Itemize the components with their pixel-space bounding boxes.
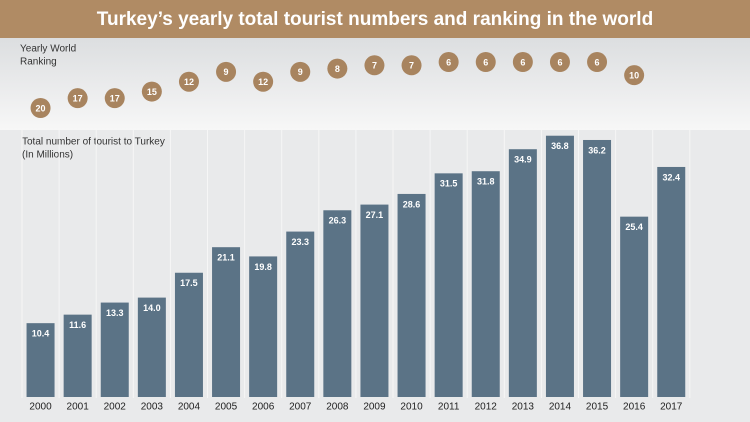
ranking-marker — [30, 98, 51, 118]
value-label: 36.2 — [588, 145, 606, 155]
x-tick-label: 2007 — [289, 402, 312, 413]
x-tick-label: 2002 — [104, 402, 127, 413]
title-bar — [0, 0, 750, 38]
ranking-label: 9 — [298, 67, 303, 77]
x-tick-label: 2005 — [215, 402, 238, 413]
value-label: 31.8 — [477, 177, 495, 187]
ranking-marker — [104, 88, 125, 109]
ranking-marker — [624, 65, 645, 86]
bar — [583, 139, 612, 398]
bar — [620, 216, 649, 397]
bar — [286, 231, 315, 397]
ranking-label: 20 — [36, 103, 46, 113]
bar — [137, 297, 166, 397]
x-tick-label: 2006 — [252, 402, 275, 413]
chart-title: Turkey’s yearly total tourist numbers an… — [97, 9, 653, 30]
bar — [360, 204, 389, 397]
ranking-marker — [587, 52, 608, 72]
bar — [545, 135, 574, 397]
ranking-marker — [290, 61, 311, 82]
value-label: 34.9 — [514, 155, 532, 165]
value-label: 25.4 — [625, 222, 643, 232]
ranking-marker — [327, 58, 348, 79]
ranking-label: 15 — [147, 87, 157, 97]
bar — [434, 173, 463, 397]
ranking-marker — [253, 71, 274, 92]
x-tick-label: 2013 — [512, 402, 535, 413]
ranking-marker — [141, 81, 162, 102]
ranking-marker — [67, 88, 88, 109]
bar — [471, 171, 500, 397]
value-label: 17.5 — [180, 278, 198, 288]
ranking-marker — [438, 52, 459, 72]
ranking-band — [0, 38, 750, 130]
value-label: 11.6 — [69, 320, 86, 330]
bar — [508, 149, 537, 397]
ranking-label: 6 — [520, 57, 525, 67]
x-tick-label: 2010 — [400, 402, 423, 413]
ranking-marker — [178, 71, 199, 92]
bar — [323, 210, 352, 397]
x-tick-label: 2011 — [438, 402, 460, 413]
ranking-marker — [549, 52, 570, 72]
x-tick-label: 2004 — [178, 402, 201, 413]
ranking-label: 6 — [483, 57, 488, 67]
x-tick-label: 2000 — [29, 402, 52, 413]
x-tick-label: 2003 — [141, 402, 164, 413]
ranking-marker — [364, 55, 385, 76]
x-tick-label: 2017 — [660, 402, 683, 413]
value-label: 23.3 — [291, 237, 309, 247]
ranking-marker — [512, 52, 533, 72]
ranking-label: 12 — [184, 77, 194, 87]
ranking-label: Yearly World — [20, 44, 76, 55]
ranking-label: 17 — [73, 94, 83, 104]
x-tick-label: 2012 — [475, 402, 498, 413]
ranking-marker — [475, 52, 496, 72]
ranking-label: 6 — [446, 57, 451, 67]
value-label: 10.4 — [32, 329, 50, 339]
ranking-label: 6 — [595, 57, 600, 67]
ranking-label: 12 — [258, 77, 268, 87]
value-label: 32.4 — [662, 172, 680, 182]
x-tick-label: 2009 — [363, 402, 386, 413]
value-label: 36.8 — [551, 141, 569, 151]
x-tick-label: 2016 — [623, 402, 646, 413]
ranking-label: 17 — [110, 94, 120, 104]
bar — [249, 256, 278, 397]
ranking-label: 8 — [335, 64, 340, 74]
ranking-label: 7 — [372, 61, 377, 71]
ranking-marker — [216, 61, 237, 82]
ranking-label: 6 — [557, 57, 562, 67]
value-label: (In Millions) — [22, 150, 73, 161]
value-label: 13.3 — [106, 308, 124, 318]
value-label: 19.8 — [254, 262, 272, 272]
value-label: 27.1 — [366, 210, 384, 220]
value-label: 26.3 — [329, 216, 347, 226]
x-tick-label: 2008 — [326, 402, 349, 413]
ranking-label: 7 — [409, 61, 414, 71]
x-tick-label: 2015 — [586, 402, 609, 413]
x-tick-label: 2014 — [549, 402, 572, 413]
bar — [397, 193, 426, 397]
ranking-label: Ranking — [20, 57, 57, 68]
bar — [100, 302, 129, 397]
ranking-marker — [401, 55, 422, 76]
bar — [657, 166, 686, 397]
bar — [26, 323, 55, 397]
value-label: Total number of tourist to Turkey — [22, 137, 165, 148]
ranking-label: 9 — [224, 67, 229, 77]
value-label: 31.5 — [440, 179, 458, 189]
value-label: 14.0 — [143, 303, 161, 313]
bar — [174, 272, 203, 397]
value-label: 21.1 — [217, 253, 235, 263]
value-label: 28.6 — [403, 199, 421, 209]
x-tick-label: 2001 — [67, 402, 90, 413]
ranking-label: 10 — [629, 71, 639, 81]
bar — [212, 247, 241, 397]
bar — [63, 314, 92, 397]
